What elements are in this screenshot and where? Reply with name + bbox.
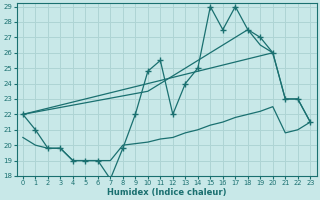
X-axis label: Humidex (Indice chaleur): Humidex (Indice chaleur) [107, 188, 226, 197]
